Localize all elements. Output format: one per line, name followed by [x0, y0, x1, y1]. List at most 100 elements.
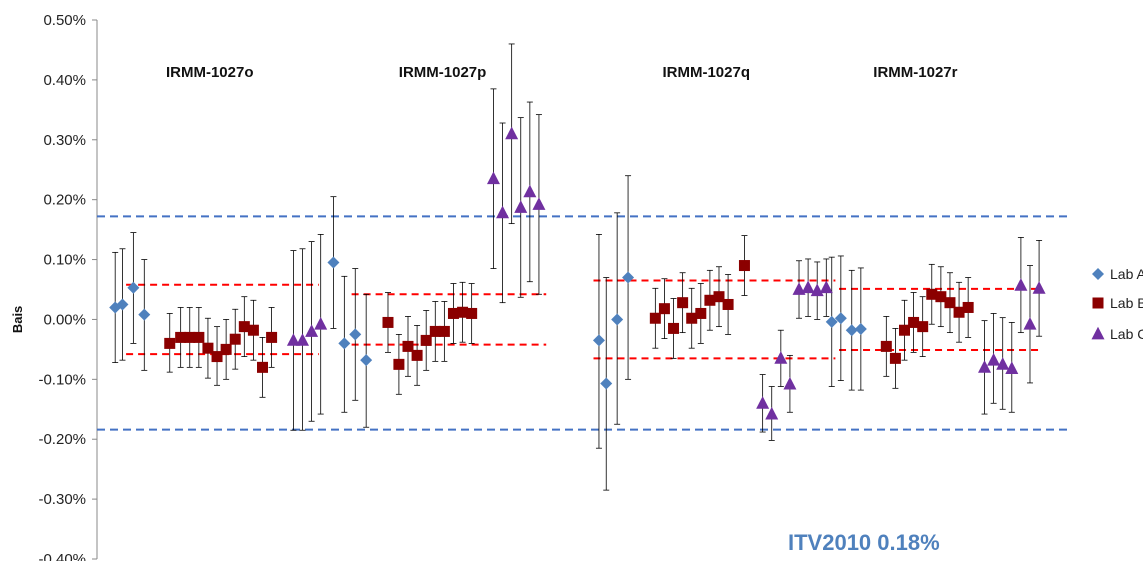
point-lab-c: [532, 197, 546, 210]
point-lab-b: [898, 324, 910, 336]
point-lab-c: [774, 351, 788, 364]
point-lab-c: [792, 282, 806, 295]
point-lab-a: [834, 312, 847, 325]
point-lab-b: [704, 294, 716, 306]
group-label-irmm-1027o: IRMM-1027o: [166, 64, 254, 81]
legend-marker-lab-c: [1091, 326, 1105, 340]
point-lab-b: [926, 288, 938, 300]
point-lab-a: [127, 281, 140, 294]
point-lab-b: [211, 351, 223, 363]
point-lab-c: [801, 280, 815, 294]
point-lab-a: [825, 315, 838, 328]
legend-label-lab-b: Lab B: [1110, 295, 1143, 311]
point-lab-b: [257, 361, 269, 373]
point-lab-b: [402, 340, 414, 352]
point-lab-b: [411, 349, 423, 361]
point-lab-b: [175, 331, 187, 343]
point-lab-a: [854, 323, 867, 336]
point-lab-a: [138, 308, 151, 321]
point-lab-a: [116, 298, 129, 311]
itv-annotation: ITV2010 0.18%: [788, 530, 940, 555]
point-lab-b: [420, 334, 432, 346]
point-lab-b: [220, 343, 232, 355]
point-lab-c: [765, 406, 779, 420]
point-lab-c: [756, 396, 770, 409]
point-lab-b: [266, 331, 278, 343]
point-lab-c: [996, 357, 1010, 370]
point-lab-b: [229, 333, 241, 345]
point-lab-a: [622, 271, 635, 284]
point-lab-c: [819, 280, 833, 294]
y-tick-label: 0.40%: [43, 72, 86, 89]
point-lab-b: [686, 312, 698, 324]
point-lab-c: [286, 333, 300, 346]
point-lab-a: [600, 377, 613, 390]
point-lab-b: [962, 301, 974, 313]
y-axis-title: Bais: [10, 306, 25, 333]
point-lab-c: [296, 333, 310, 346]
point-lab-b: [695, 307, 707, 319]
point-lab-c: [514, 200, 528, 213]
legend-label-lab-a: Lab A: [1110, 266, 1143, 282]
point-lab-c: [987, 352, 1001, 366]
point-lab-c: [505, 126, 519, 140]
legend-marker-lab-b: [1092, 297, 1104, 309]
legend: Lab A Lab B Lab C: [1091, 266, 1143, 342]
group-label-irmm-1027p: IRMM-1027p: [399, 64, 487, 81]
point-lab-b: [193, 331, 205, 343]
point-lab-b: [438, 325, 450, 337]
legend-label-lab-c: Lab C: [1110, 326, 1143, 342]
y-tick-label: -0.40%: [38, 551, 86, 561]
point-lab-b: [935, 291, 947, 303]
point-lab-c: [523, 184, 537, 198]
point-lab-b: [429, 325, 441, 337]
y-tick-label: 0.20%: [43, 192, 86, 209]
point-lab-b: [668, 322, 680, 334]
point-lab-c: [978, 360, 992, 373]
point-lab-b: [738, 260, 750, 272]
point-lab-b: [889, 352, 901, 364]
point-lab-b: [202, 342, 214, 354]
y-tick-label: 0.30%: [43, 132, 86, 149]
y-tick-label: -0.20%: [38, 431, 86, 448]
legend-marker-lab-a: [1092, 268, 1104, 280]
point-lab-c: [314, 317, 328, 330]
y-tick-label: 0.50%: [43, 12, 86, 29]
y-tick-label: 0.00%: [43, 311, 86, 328]
point-lab-c: [496, 205, 510, 219]
point-lab-c: [1014, 278, 1028, 291]
group-labels: IRMM-1027o IRMM-1027p IRMM-1027q IRMM-10…: [166, 64, 958, 81]
y-tick-label: 0.10%: [43, 252, 86, 269]
point-lab-a: [338, 337, 351, 350]
point-lab-b: [164, 337, 176, 349]
point-lab-b: [880, 340, 892, 352]
point-lab-b: [184, 331, 196, 343]
point-lab-b: [457, 306, 469, 318]
point-lab-b: [466, 307, 478, 319]
point-lab-c: [1005, 361, 1019, 374]
point-lab-a: [349, 328, 362, 341]
point-lab-a: [611, 313, 624, 326]
point-lab-b: [944, 297, 956, 309]
point-lab-a: [592, 334, 605, 347]
point-lab-b: [382, 316, 394, 328]
point-lab-c: [305, 324, 319, 337]
point-lab-b: [447, 307, 459, 319]
point-lab-b: [722, 298, 734, 310]
y-tick-label: -0.30%: [38, 491, 86, 508]
point-lab-c: [486, 171, 500, 185]
group-label-irmm-1027r: IRMM-1027r: [873, 64, 957, 81]
point-lab-b: [658, 303, 670, 315]
point-lab-a: [327, 256, 340, 269]
y-axis: -0.40% -0.30% -0.20% -0.10% 0.00% 0.10% 0.20% 0…: [38, 12, 98, 561]
point-lab-b: [393, 358, 405, 370]
point-lab-a: [845, 324, 858, 337]
point-lab-a: [360, 354, 373, 367]
point-lab-b: [953, 306, 965, 318]
point-lab-b: [917, 321, 929, 333]
group-label-irmm-1027q: IRMM-1027q: [662, 64, 750, 81]
point-lab-b: [238, 321, 250, 333]
point-lab-b: [247, 324, 259, 336]
y-tick-label: -0.10%: [38, 371, 86, 388]
